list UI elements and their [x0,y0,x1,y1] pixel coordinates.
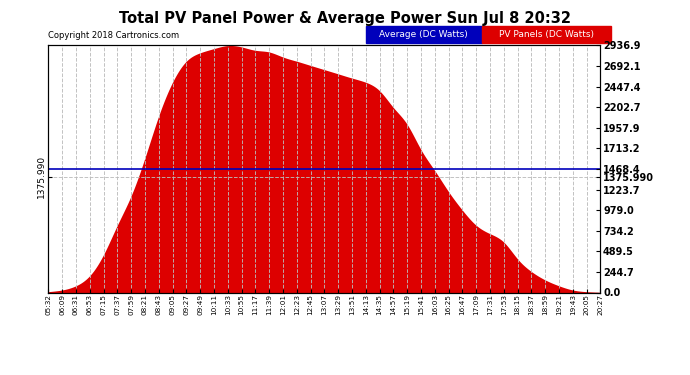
FancyBboxPatch shape [366,26,482,42]
FancyBboxPatch shape [482,26,611,42]
Text: Total PV Panel Power & Average Power Sun Jul 8 20:32: Total PV Panel Power & Average Power Sun… [119,11,571,26]
Text: Average (DC Watts): Average (DC Watts) [380,30,468,39]
Text: Copyright 2018 Cartronics.com: Copyright 2018 Cartronics.com [48,32,179,40]
Text: PV Panels (DC Watts): PV Panels (DC Watts) [499,30,594,39]
